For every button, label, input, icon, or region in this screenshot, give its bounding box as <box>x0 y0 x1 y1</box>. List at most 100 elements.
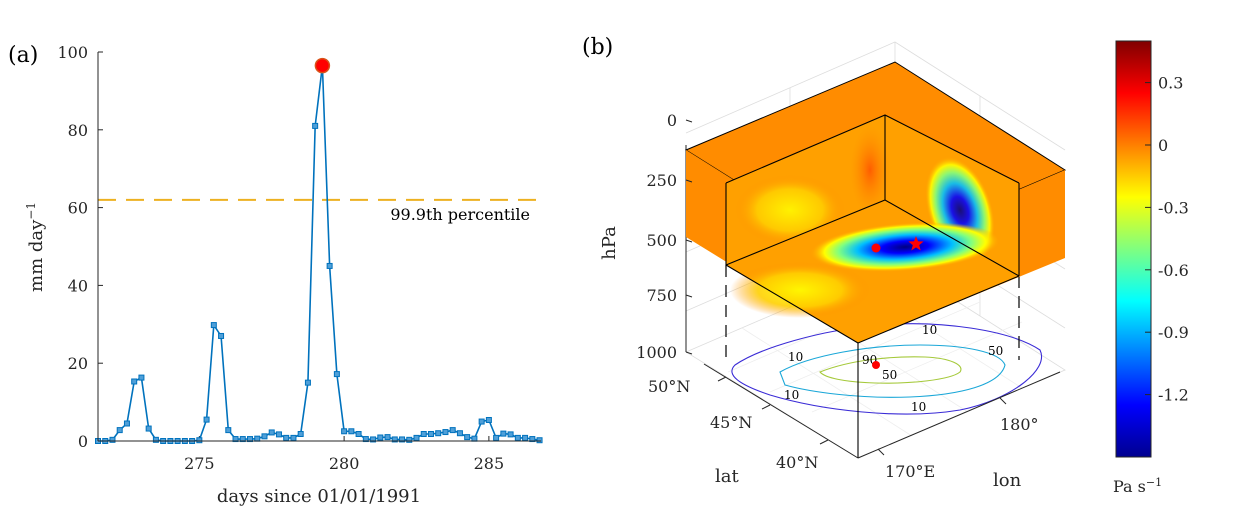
lat-label: lat <box>715 466 739 487</box>
y-tick-label-1: 20 <box>68 354 88 373</box>
data-point-17 <box>218 332 225 339</box>
pressure-ticks: 0 250 500 750 1000 <box>636 111 693 362</box>
data-point-22 <box>254 435 261 442</box>
data-point-19 <box>232 436 239 443</box>
contour-label-5: 50 <box>988 344 1003 358</box>
colorbar-gradient <box>1115 40 1152 458</box>
pressure-tick-mark-3 <box>685 294 693 298</box>
lat-tick-1: 50°N <box>648 377 690 396</box>
data-point-61 <box>536 437 543 444</box>
data-point-48 <box>442 429 449 436</box>
data-point-4 <box>123 420 130 427</box>
lat-tick-2: 45°N <box>710 413 752 432</box>
data-point-55 <box>493 434 500 441</box>
pressure-tick-label-2: 500 <box>646 231 677 250</box>
pressure-label: hPa <box>599 226 620 260</box>
ylabel-exponent: −1 <box>24 202 38 220</box>
data-point-27 <box>290 434 297 441</box>
data-point-41 <box>391 436 398 443</box>
data-point-24 <box>268 429 275 436</box>
panel-b-3d-box: 10 10 10 10 50 50 90 <box>599 41 1067 491</box>
data-point-28 <box>297 430 304 437</box>
pressure-tick-label-4: 1000 <box>636 343 677 362</box>
pressure-tick-mark-1 <box>685 179 693 183</box>
data-point-43 <box>406 436 413 443</box>
data-point-23 <box>261 433 268 440</box>
data-point-26 <box>283 434 290 441</box>
data-point-44 <box>413 434 420 441</box>
colorbar-tick-label-5: -1.2 <box>1158 386 1189 405</box>
data-point-39 <box>377 434 384 441</box>
data-point-56 <box>500 430 507 437</box>
data-point-53 <box>478 418 485 425</box>
colorbar-tick-label-3: -0.6 <box>1158 261 1189 280</box>
slab-red-star <box>908 236 924 251</box>
data-point-46 <box>427 430 434 437</box>
contour-label-6: 50 <box>882 368 897 382</box>
data-point-15 <box>203 416 210 423</box>
colorbar-tick-label-0: 0.3 <box>1158 74 1183 93</box>
colorbar-tick-label-1: 0 <box>1158 136 1168 155</box>
x-tick-label-0: 275 <box>184 454 215 473</box>
data-point-14 <box>196 437 203 444</box>
data-point-32 <box>326 262 333 269</box>
data-point-29 <box>304 379 311 386</box>
data-point-16 <box>210 322 217 329</box>
pressure-tick-mark-0 <box>685 119 693 123</box>
contour-label-1: 10 <box>788 350 803 364</box>
data-point-42 <box>399 436 406 443</box>
panel-b-label: (b) <box>582 35 613 60</box>
data-point-57 <box>507 431 514 438</box>
lat-tick-marks <box>717 376 829 445</box>
lon-label: lon <box>993 470 1022 491</box>
panel-a-axes: 0 20 40 60 80 100 275 280 285 99.9th percentile <box>57 43 543 473</box>
data-point-21 <box>247 436 254 443</box>
lon-tick-2: 180° <box>1000 415 1039 434</box>
colorbar-tick-label-4: -0.9 <box>1158 323 1189 342</box>
omega-slab <box>684 61 1067 344</box>
data-point-8 <box>152 436 159 443</box>
panel-a-ticks: 0 20 40 60 80 100 275 280 285 <box>57 43 504 473</box>
lon-axis <box>857 371 1061 459</box>
panel-a-label: (a) <box>8 43 38 68</box>
x-tick-label-2: 285 <box>474 454 505 473</box>
precip-series-line <box>98 65 540 442</box>
y-tick-label-4: 80 <box>68 121 88 140</box>
colorbar-unit-text: Pa s <box>1113 477 1146 496</box>
lat-tick-3: 40°N <box>776 453 818 472</box>
x-tick-label-1: 280 <box>329 454 360 473</box>
data-point-5 <box>131 378 138 385</box>
slab-red-dot <box>871 243 881 253</box>
data-point-33 <box>333 371 340 378</box>
colorbar-unit: Pa s−1 <box>1113 476 1162 496</box>
y-tick-label-5: 100 <box>57 43 88 62</box>
data-point-7 <box>145 425 152 432</box>
data-point-36 <box>355 430 362 437</box>
data-point-51 <box>464 434 471 441</box>
y-tick-label-2: 40 <box>68 276 88 295</box>
data-point-35 <box>348 428 355 435</box>
colorbar-unit-exponent: −1 <box>1146 476 1162 489</box>
colorbar-tick-label-2: -0.3 <box>1158 198 1189 217</box>
data-point-50 <box>456 430 463 437</box>
ylabel-text: mm day <box>26 219 47 292</box>
pressure-tick-label-3: 750 <box>646 286 677 305</box>
data-point-47 <box>435 430 442 437</box>
threshold-label: 99.9th percentile <box>390 205 530 224</box>
drop-lines <box>725 265 1020 360</box>
data-point-3 <box>116 427 123 434</box>
data-point-49 <box>449 427 456 434</box>
pressure-tick-mark-4 <box>685 351 693 355</box>
data-point-2 <box>109 436 116 443</box>
pressure-tick-label-0: 0 <box>667 111 677 130</box>
lat-axis <box>703 363 859 459</box>
contour-label-3: 10 <box>784 388 799 402</box>
data-point-6 <box>138 374 145 381</box>
data-point-20 <box>239 436 246 443</box>
data-point-25 <box>275 431 282 438</box>
contour-label-4: 10 <box>911 400 926 414</box>
data-point-45 <box>420 430 427 437</box>
data-point-52 <box>471 435 478 442</box>
data-point-34 <box>341 428 348 435</box>
panel-a-ylabel: mm day−1 <box>24 202 47 292</box>
